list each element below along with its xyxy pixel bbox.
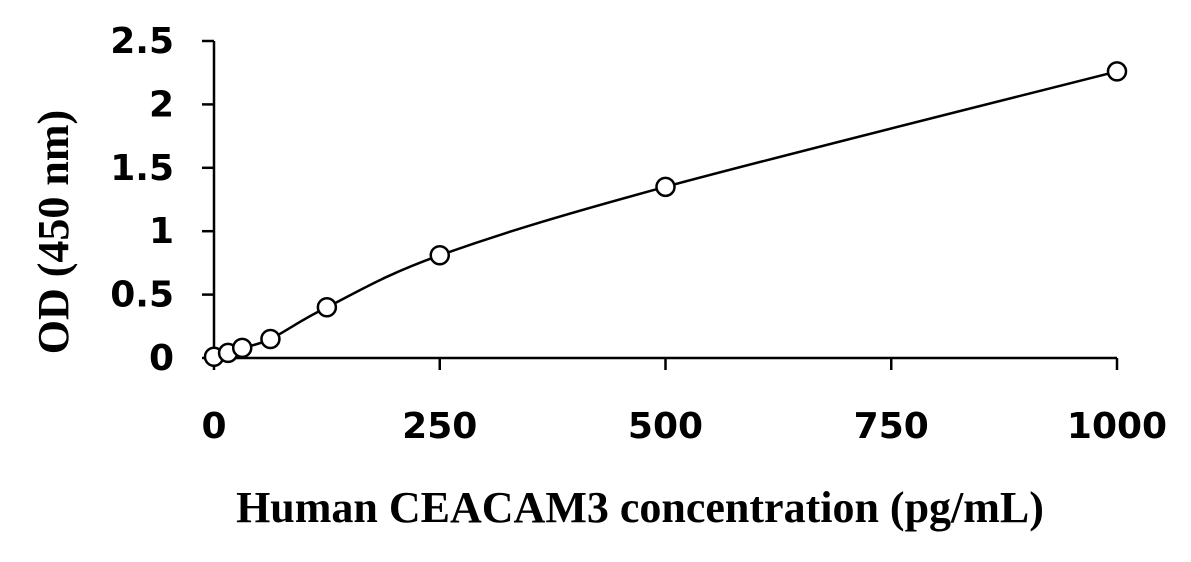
y-tick-label: 2.5 [110, 21, 174, 62]
data-point [655, 176, 676, 198]
x-tick-label: 750 [854, 406, 929, 447]
data-point [231, 337, 253, 359]
data-point [429, 245, 450, 266]
x-tick-label: 500 [628, 406, 703, 447]
y-tick-label: 0 [149, 338, 174, 379]
data-points [203, 61, 1128, 367]
y-tick-label: 0.5 [110, 275, 174, 316]
fit-curve [213, 70, 1118, 358]
y-tick-label: 1.5 [110, 148, 174, 189]
data-point [260, 328, 281, 350]
y-axis-title: OD (450 nm) [29, 110, 78, 354]
x-tick-label: 250 [402, 406, 477, 447]
x-tick-label: 1000 [1067, 406, 1167, 447]
data-point [316, 297, 338, 318]
axes [212, 41, 1117, 360]
y-ticks: 0 0.5 1 1.5 2 2.5 [110, 21, 214, 379]
x-tick-label: 0 [201, 406, 226, 447]
y-tick-label: 1 [149, 211, 174, 252]
x-axis-title: Human CEACAM3 concentration (pg/mL) [236, 483, 1044, 532]
y-tick-label: 2 [149, 84, 174, 125]
data-point [1106, 61, 1128, 82]
x-ticks: 0 250 500 750 1000 [201, 358, 1167, 447]
